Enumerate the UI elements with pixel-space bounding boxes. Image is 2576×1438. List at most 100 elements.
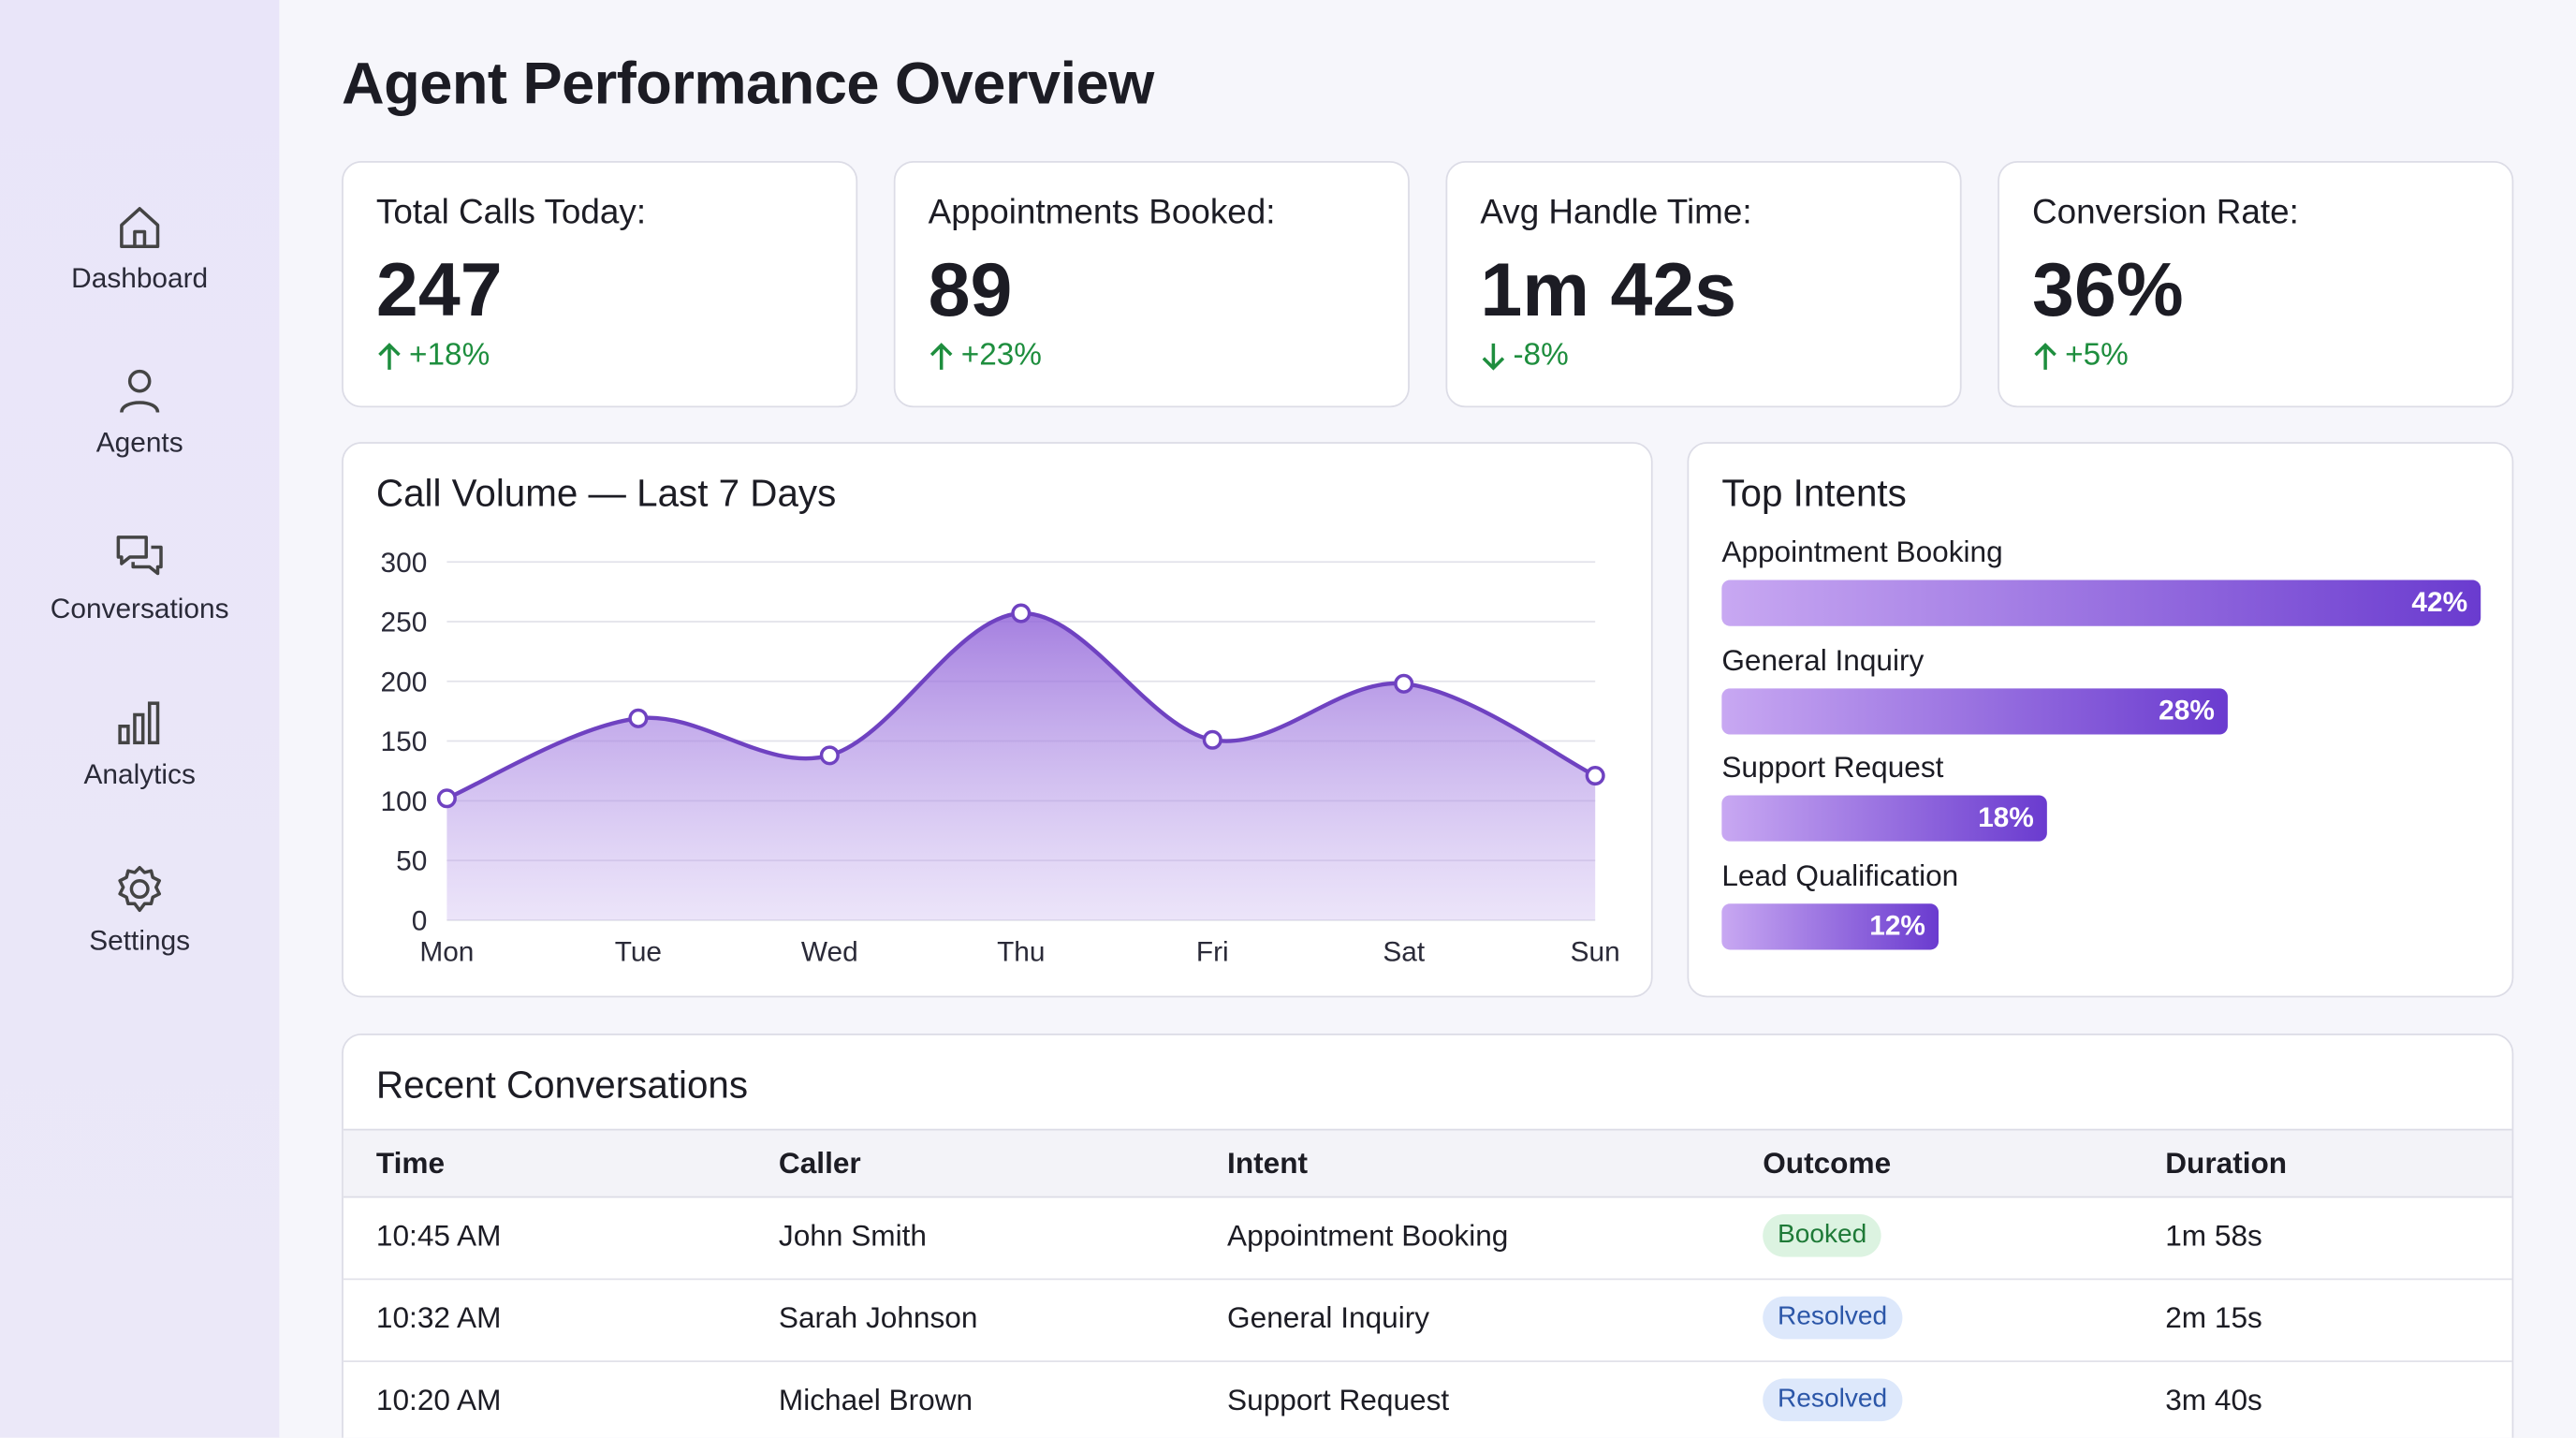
- icon: [118, 865, 161, 913]
- outcome-badge: Resolved: [1763, 1378, 1902, 1422]
- point: [1585, 766, 1605, 786]
- x-tick-label: Fri: [1196, 937, 1229, 968]
- intent-bar: 18%: [1721, 795, 2047, 842]
- intent-value: 12%: [1869, 909, 1925, 941]
- chart-title: Call Volume — Last 7 Days: [375, 471, 837, 515]
- y-tick-label: 150: [381, 726, 428, 757]
- kpi-label: Conversion Rate:: [2032, 194, 2299, 232]
- x-tick-label: Wed: [801, 937, 858, 968]
- kpi-label: Total Calls Today:: [375, 194, 647, 232]
- outcome-badge: Resolved: [1763, 1296, 1902, 1340]
- column-header: Duration: [2165, 1147, 2288, 1181]
- intent-value: 18%: [1978, 801, 2034, 833]
- intents-card: Top Intents Appointment Booking 42% Genera…: [1687, 442, 2514, 998]
- kpi-change: +5%: [2032, 339, 2129, 375]
- x-tick-label: Sun: [1571, 937, 1620, 968]
- table-cell: Michael Brown: [778, 1383, 973, 1416]
- trend-arrow: [929, 343, 953, 370]
- y-tick-label: 250: [381, 608, 428, 638]
- intent-bar: 12%: [1721, 902, 1939, 949]
- kpi-label: Avg Handle Time:: [1480, 194, 1752, 232]
- table-header: Time Caller Intent Outcome Duration: [343, 1128, 2512, 1198]
- nav-label: Analytics: [83, 758, 196, 791]
- y-tick-label: 200: [381, 667, 428, 697]
- column-header: Caller: [778, 1147, 861, 1181]
- point: [628, 708, 649, 728]
- table-cell: Appointment Booking: [1227, 1219, 1509, 1253]
- nav-item[interactable]: Settings: [0, 862, 279, 958]
- nav-label: Settings: [89, 925, 191, 957]
- kpi-change: +23%: [929, 339, 1042, 375]
- intent-label: Appointment Booking: [1721, 536, 2003, 569]
- kpi-change-text: +18%: [409, 338, 490, 374]
- area: [446, 613, 1596, 920]
- kpi-value: 89: [928, 246, 1013, 332]
- nav-label: Agents: [95, 427, 183, 459]
- nav-label: Dashboard: [71, 262, 209, 295]
- arrow-path: [1482, 343, 1505, 371]
- point: [819, 745, 840, 766]
- kpi-change: -8%: [1480, 338, 1569, 375]
- point: [1011, 603, 1032, 624]
- point: [436, 788, 457, 809]
- intent-label: Support Request: [1721, 751, 1944, 785]
- y-tick-label: 300: [381, 548, 428, 579]
- nav-item[interactable]: Conversations: [0, 531, 279, 626]
- outcome-badge: Booked: [1763, 1214, 1882, 1257]
- table-row: 10:20 AM Michael Brown Support Request Reso…: [344, 1360, 2512, 1437]
- table-row: 10:45 AM John Smith Appointment Booking Boo…: [343, 1196, 2512, 1281]
- x-tick-label: Mon: [419, 937, 474, 968]
- icon: [116, 536, 163, 576]
- intent-value: 28%: [2159, 694, 2215, 726]
- arrow-path: [929, 343, 953, 370]
- table-title: Recent Conversations: [375, 1063, 749, 1107]
- kpi-change-text: -8%: [1513, 338, 1569, 374]
- chart: 0 50 100 150 200 250 300 Mon Tue Wed Thu Fri Sat Sun: [381, 548, 1620, 968]
- intents-title: Top Intents: [1721, 471, 1907, 515]
- table-cell: 10:45 AM: [375, 1219, 502, 1253]
- x-tick-label: Sat: [1383, 937, 1425, 968]
- y-tick-label: 0: [412, 905, 428, 936]
- x-tick-label: Tue: [615, 937, 662, 968]
- kpi-value: 36%: [2032, 246, 2184, 332]
- arrow-path: [378, 343, 401, 370]
- kpi-card: Appointments Booked: 89 +23%: [893, 160, 1410, 408]
- nav-item[interactable]: Dashboard: [0, 200, 279, 296]
- table-cell: Sarah Johnson: [778, 1301, 978, 1335]
- table-cell: Support Request: [1227, 1383, 1450, 1416]
- intent-label: Lead Qualification: [1721, 858, 1959, 892]
- trend-arrow: [1482, 343, 1505, 371]
- kpi-value: 247: [375, 246, 503, 332]
- kpi-label: Appointments Booked:: [928, 194, 1276, 232]
- arrow-path: [2034, 343, 2056, 370]
- column-header: Outcome: [1763, 1147, 1892, 1181]
- y-tick-label: 100: [381, 786, 428, 817]
- table-cell: John Smith: [778, 1219, 927, 1253]
- icon: [120, 207, 160, 249]
- nav-item[interactable]: Agents: [0, 365, 279, 461]
- trend-arrow: [2034, 343, 2056, 370]
- kpi-card: Avg Handle Time: 1m 42s -8%: [1445, 160, 1962, 408]
- table-cell: 3m 40s: [2165, 1383, 2262, 1416]
- table-cell: 1m 58s: [2165, 1219, 2262, 1253]
- table-cell: 10:32 AM: [375, 1301, 502, 1335]
- sidebar: Dashboard Agents Conversations Analytics…: [0, 0, 280, 1438]
- kpi-card: Conversion Rate: 36% +5%: [1998, 160, 2514, 408]
- icon: [120, 369, 160, 414]
- intent-label: General Inquiry: [1721, 643, 1925, 677]
- table-row: 10:32 AM Sarah Johnson General Inquiry Reso…: [343, 1278, 2512, 1362]
- kpi-change: +18%: [376, 339, 490, 375]
- table-card: Recent Conversations Time Caller Intent Out…: [342, 1033, 2514, 1438]
- nav-label: Conversations: [50, 593, 229, 624]
- table-cell: 2m 15s: [2165, 1301, 2262, 1335]
- kpi-card: Total Calls Today: 247 +18%: [342, 160, 858, 408]
- nav-item[interactable]: Analytics: [0, 697, 279, 792]
- icon: [118, 701, 160, 745]
- intent-bar: 42%: [1721, 580, 2481, 626]
- kpi-change-text: +23%: [960, 338, 1042, 374]
- column-header: Time: [375, 1147, 446, 1181]
- table-cell: General Inquiry: [1227, 1301, 1430, 1335]
- chart-card: Call Volume — Last 7 Days 0 50 100 150 200 25…: [342, 442, 1653, 998]
